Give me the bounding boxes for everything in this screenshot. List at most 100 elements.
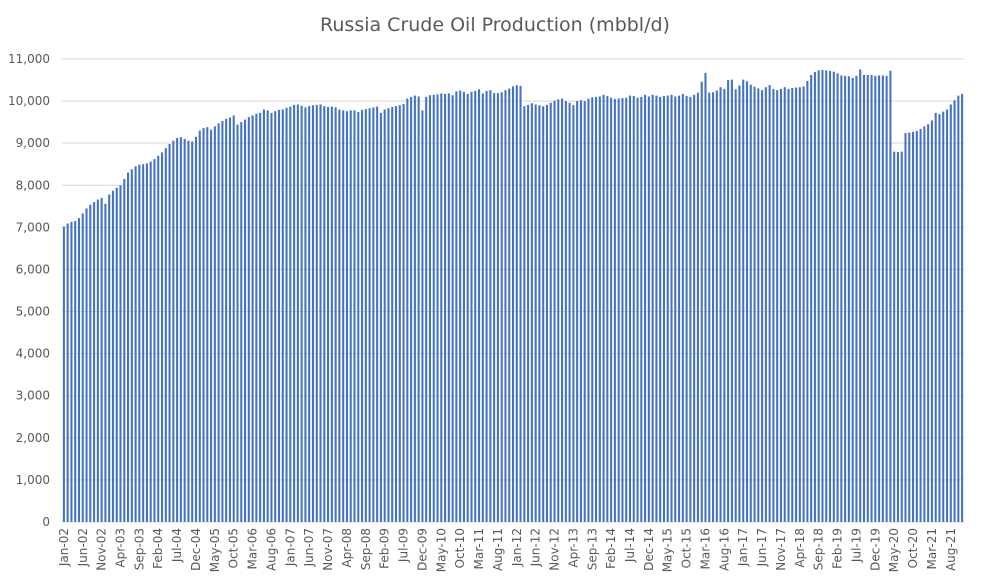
bar — [108, 194, 111, 522]
bar — [753, 86, 756, 522]
bar — [704, 72, 707, 522]
bar — [293, 104, 296, 522]
bar — [489, 90, 492, 523]
x-tick-label: Aug-06 — [264, 528, 278, 571]
bar — [927, 124, 930, 523]
bar — [142, 164, 145, 523]
bar — [379, 112, 382, 522]
x-tick-label: Jun-07 — [302, 528, 316, 567]
bar — [636, 97, 639, 522]
bar — [745, 81, 749, 522]
bar — [157, 155, 160, 522]
bar — [493, 93, 496, 522]
x-tick-label: May-20 — [887, 528, 901, 572]
bar — [259, 112, 262, 522]
bar — [308, 106, 311, 522]
bar — [183, 138, 186, 522]
bar — [353, 110, 356, 522]
bar — [859, 69, 862, 523]
bar — [772, 88, 775, 522]
bar — [866, 74, 869, 523]
bar — [425, 96, 428, 522]
bar — [889, 70, 892, 522]
bar — [194, 136, 198, 522]
bar — [693, 94, 696, 522]
bar — [576, 101, 579, 522]
bar — [583, 101, 586, 522]
bar — [240, 122, 243, 522]
bar — [538, 105, 541, 523]
bar — [534, 104, 537, 523]
bar — [451, 95, 454, 522]
bar — [266, 110, 269, 522]
bar — [787, 88, 790, 522]
bar — [523, 106, 526, 522]
bar — [300, 105, 303, 522]
bar — [66, 223, 69, 522]
bar — [723, 88, 726, 522]
bar — [100, 197, 103, 522]
bar — [330, 106, 333, 522]
x-tick-label: Nov-07 — [321, 528, 335, 571]
x-tick-label: Jan-07 — [283, 528, 297, 567]
bar — [274, 111, 277, 522]
x-tick-label: Apr-18 — [793, 528, 807, 568]
bar — [644, 94, 647, 522]
bar — [606, 96, 609, 522]
bar — [591, 97, 594, 523]
bar — [244, 119, 247, 523]
bar — [387, 108, 390, 522]
bar — [640, 96, 643, 522]
bar — [179, 137, 182, 523]
x-tick-label: Oct-15 — [680, 528, 694, 568]
bar — [74, 221, 77, 523]
bar — [893, 151, 896, 522]
bar — [530, 103, 533, 522]
bar — [776, 90, 779, 523]
x-tick-label: Oct-05 — [227, 528, 241, 568]
bar — [130, 169, 133, 522]
bar — [685, 96, 688, 522]
bar — [187, 140, 190, 522]
bar — [368, 108, 371, 522]
bar — [662, 96, 665, 522]
bar — [761, 90, 764, 523]
x-tick-label: Feb-04 — [151, 528, 165, 569]
bar — [874, 75, 877, 522]
bar — [625, 97, 628, 522]
x-tick-label: Aug-21 — [944, 528, 958, 571]
bar — [134, 166, 137, 522]
bar — [127, 172, 130, 522]
bar — [111, 190, 114, 523]
bar — [610, 97, 613, 522]
bar — [417, 96, 420, 523]
bar — [912, 131, 915, 522]
bar — [191, 141, 194, 522]
bar — [228, 117, 231, 522]
bar — [900, 151, 903, 522]
bar — [742, 79, 745, 523]
x-tick-label: Sep-18 — [812, 528, 826, 570]
bar — [821, 69, 824, 522]
bar — [810, 74, 813, 523]
bar — [470, 91, 473, 522]
bar — [545, 104, 549, 522]
bar — [908, 132, 911, 522]
x-tick-label: Dec-04 — [189, 528, 203, 571]
bar — [700, 81, 703, 522]
bar — [104, 203, 107, 523]
x-tick-label: May-10 — [434, 528, 448, 572]
x-tick-label: Jan-12 — [510, 528, 524, 567]
bar — [410, 96, 413, 522]
bar — [915, 130, 918, 523]
bar — [262, 109, 265, 522]
bar — [579, 100, 582, 522]
bar — [119, 185, 122, 522]
x-tick-label: Apr-08 — [340, 528, 354, 568]
bar — [277, 109, 281, 523]
bar — [160, 152, 164, 522]
bar — [357, 112, 360, 522]
bar — [666, 95, 669, 523]
bar — [651, 94, 654, 522]
bar — [62, 226, 65, 522]
